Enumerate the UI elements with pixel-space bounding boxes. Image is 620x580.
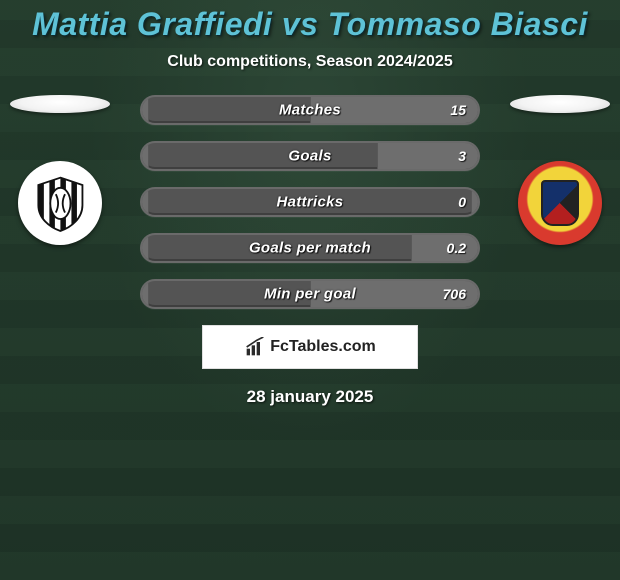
stat-row: Goals per match0.2 (140, 233, 480, 263)
player-right-silhouette-icon (510, 95, 610, 113)
stat-row: Matches15 (140, 95, 480, 125)
page-title: Mattia Graffiedi vs Tommaso Biasci (0, 6, 620, 43)
brand-logo-icon (244, 337, 266, 357)
player-right-column (500, 95, 620, 245)
stat-label: Matches (142, 102, 478, 119)
comparison-arena: Matches15 Goals3 Hattricks0 Goals per match… (0, 95, 620, 309)
stat-label: Min per goal (142, 286, 478, 303)
stat-label: Hattricks (142, 194, 478, 211)
stat-value-right: 706 (443, 286, 466, 302)
page-subtitle: Club competitions, Season 2024/2025 (0, 53, 620, 71)
stat-value-right: 0.2 (447, 240, 466, 256)
player-left-column (0, 95, 120, 245)
brand-box: FcTables.com (202, 325, 418, 369)
club-badge-right-icon (518, 161, 602, 245)
stat-value-right: 3 (458, 148, 466, 164)
stat-row: Min per goal706 (140, 279, 480, 309)
brand-text: FcTables.com (270, 338, 376, 356)
stat-label: Goals per match (142, 240, 478, 257)
stat-row: Goals3 (140, 141, 480, 171)
stat-value-right: 15 (450, 102, 466, 118)
stats-list: Matches15 Goals3 Hattricks0 Goals per match… (140, 95, 480, 309)
stat-value-right: 0 (458, 194, 466, 210)
player-left-silhouette-icon (10, 95, 110, 113)
footer-date: 28 january 2025 (0, 387, 620, 407)
stat-label: Goals (142, 148, 478, 165)
club-badge-left-icon (18, 161, 102, 245)
stat-row: Hattricks0 (140, 187, 480, 217)
